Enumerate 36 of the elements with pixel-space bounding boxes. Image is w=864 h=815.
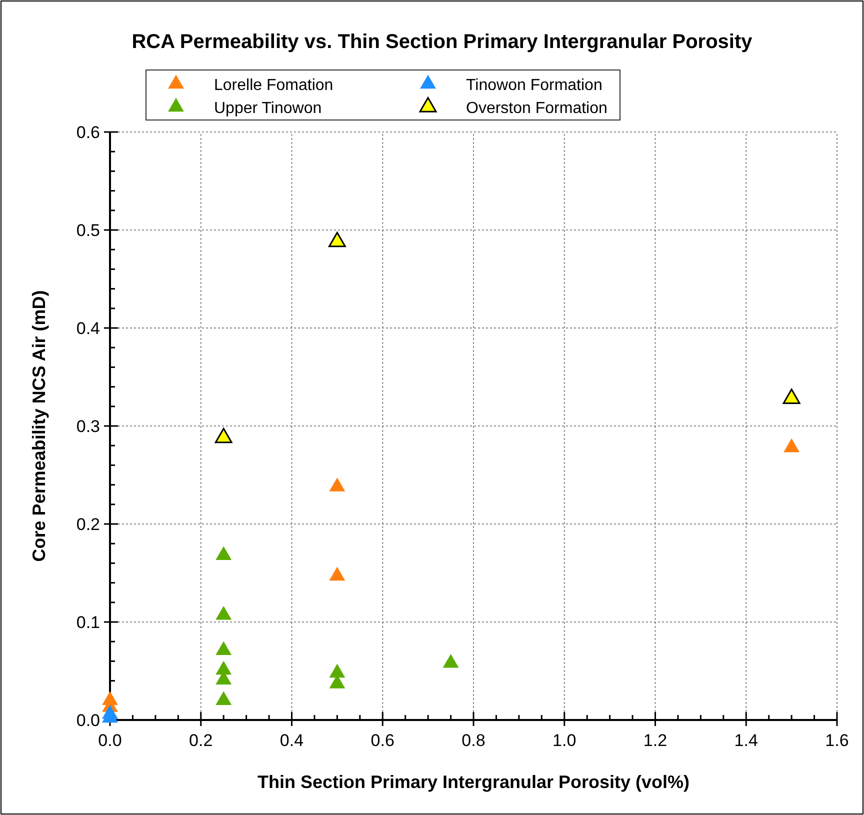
x-tick-label: 1.4 bbox=[734, 731, 758, 750]
legend-label: Upper Tinowon bbox=[214, 100, 322, 117]
legend-label: Overston Formation bbox=[466, 100, 608, 117]
point bbox=[782, 388, 800, 404]
y-tick-label: 0.5 bbox=[76, 221, 100, 240]
x-tick-label: 0.8 bbox=[462, 731, 486, 750]
point bbox=[442, 654, 459, 668]
y-tick-label: 0.0 bbox=[76, 711, 100, 730]
point bbox=[329, 664, 346, 678]
y-tick-label: 0.6 bbox=[76, 123, 100, 142]
y-tick-label: 0.2 bbox=[76, 515, 100, 534]
point bbox=[216, 691, 232, 706]
point bbox=[329, 478, 346, 492]
point bbox=[216, 546, 232, 560]
y-tick-label: 0.4 bbox=[76, 319, 100, 338]
y-tick-label: 0.3 bbox=[76, 417, 100, 436]
x-tick-label: 1.6 bbox=[825, 731, 849, 750]
x-axis-title: Thin Section Primary Intergranular Porosity (vol%) bbox=[257, 772, 690, 792]
x-tick-label: 0.4 bbox=[280, 731, 304, 750]
x-tick-label: 0.0 bbox=[98, 731, 122, 750]
point bbox=[216, 660, 232, 675]
point bbox=[214, 428, 232, 444]
legend-label: Lorelle Fomation bbox=[214, 77, 334, 94]
point bbox=[216, 641, 232, 656]
point bbox=[784, 438, 800, 452]
x-tick-label: 1.2 bbox=[643, 731, 668, 750]
y-axis-title: Core Permeability NCS Air (mD) bbox=[29, 290, 49, 562]
x-tick-label: 1.0 bbox=[552, 731, 576, 750]
point bbox=[216, 606, 232, 620]
x-tick-label: 0.2 bbox=[189, 731, 213, 750]
point bbox=[328, 232, 346, 248]
chart-title: RCA Permeability vs. Thin Section Primary Intergranular Porosity bbox=[132, 31, 754, 53]
y-tick-label: 0.1 bbox=[76, 613, 100, 632]
point bbox=[329, 566, 346, 581]
x-tick-label: 0.6 bbox=[370, 731, 394, 750]
legend-label: Tinowon Formation bbox=[466, 77, 602, 94]
